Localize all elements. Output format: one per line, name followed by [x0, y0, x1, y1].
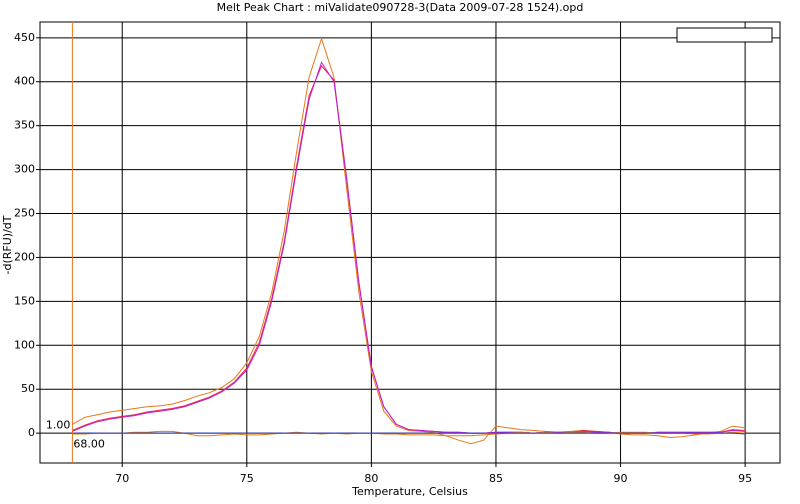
x-tick-label: 90 — [614, 472, 628, 485]
plot-area — [40, 22, 780, 463]
y-tick-label: 300 — [14, 163, 35, 176]
x-axis-label: Temperature, Celsius — [351, 485, 468, 498]
y-tick-label: 400 — [14, 75, 35, 88]
legend-box — [676, 27, 773, 43]
y-tick-label: 50 — [21, 382, 35, 395]
y-tick-label: 200 — [14, 250, 35, 263]
data-line — [72, 432, 746, 435]
cursor-y-label: 1.00 — [46, 418, 71, 431]
data-line — [72, 37, 746, 445]
x-tick-label: 80 — [364, 472, 378, 485]
chart-title: Melt Peak Chart : miValidate090728-3(Dat… — [217, 1, 584, 14]
y-tick-label: 150 — [14, 294, 35, 307]
cursor-x-label: 68.00 — [73, 437, 105, 450]
y-tick-label: 350 — [14, 119, 35, 132]
y-tick-label: 100 — [14, 338, 35, 351]
x-tick-label: 85 — [489, 472, 503, 485]
y-axis-label: -d(RFU)/dT — [1, 215, 14, 274]
x-tick-label: 70 — [115, 472, 129, 485]
y-tick-label: 450 — [14, 31, 35, 44]
y-tick-label: 0 — [28, 426, 35, 439]
x-tick-label: 95 — [738, 472, 752, 485]
plot-border — [39, 21, 781, 464]
y-tick-label: 250 — [14, 207, 35, 220]
x-tick-label: 75 — [240, 472, 254, 485]
